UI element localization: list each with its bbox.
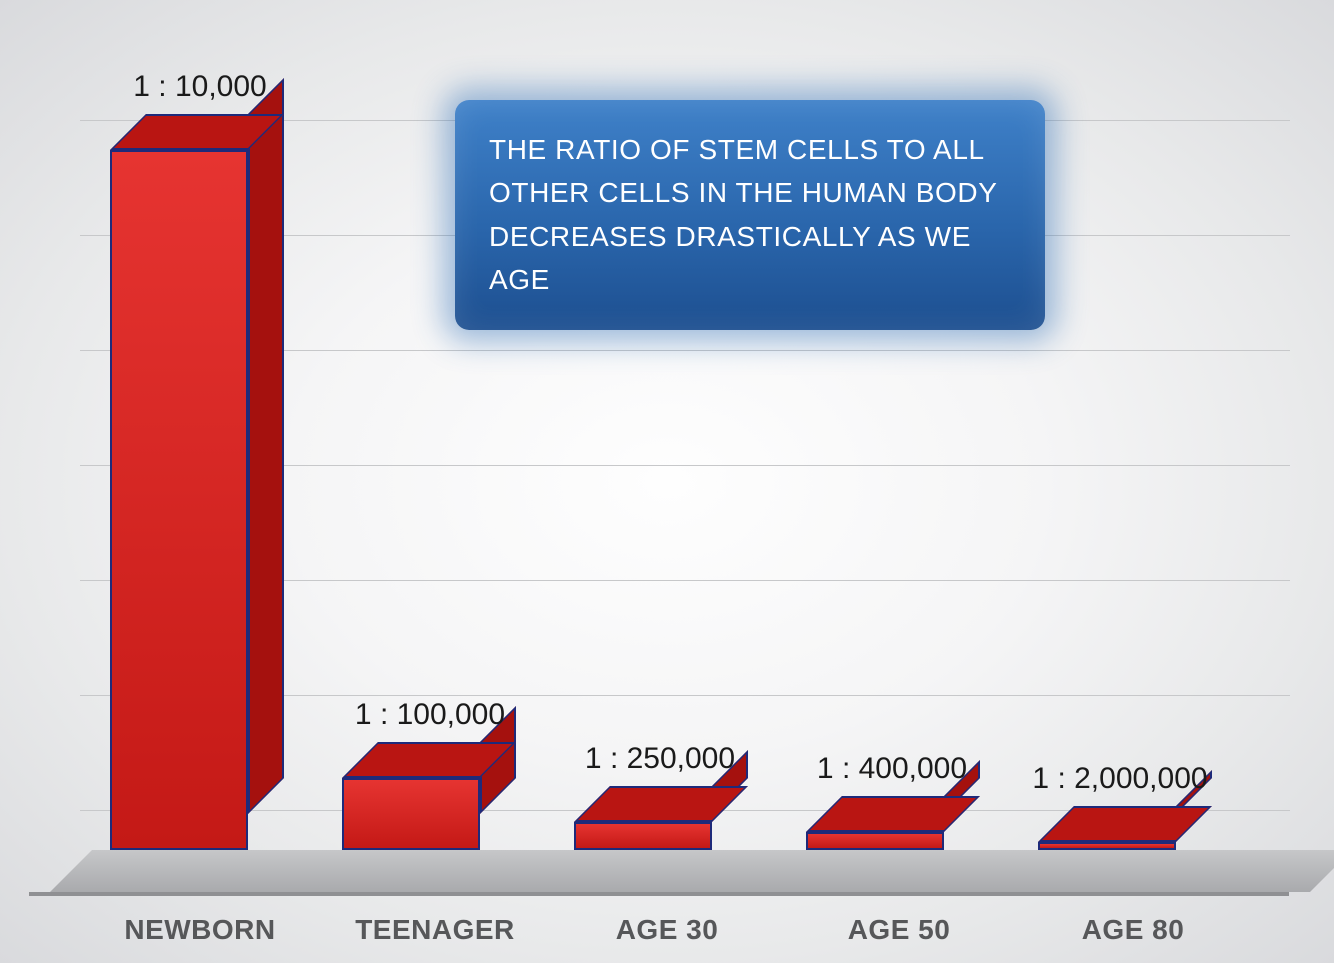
chart-floor-top <box>50 850 1334 892</box>
bar-4 <box>1038 806 1212 850</box>
x-axis-label: AGE 80 <box>1038 914 1228 946</box>
callout-text: THE RATIO OF STEM CELLS TO ALL OTHER CEL… <box>489 134 997 295</box>
x-axis-label: AGE 50 <box>804 914 994 946</box>
bar-top <box>1038 806 1212 842</box>
bar-0 <box>110 114 284 850</box>
bar3d <box>342 742 516 850</box>
bar-3 <box>806 796 980 850</box>
bar-side <box>248 78 284 814</box>
bar-front <box>342 778 480 850</box>
bar-value-label: 1 : 2,000,000 <box>990 762 1250 796</box>
bar3d <box>110 114 284 850</box>
bar-front <box>110 150 248 850</box>
chart-floor <box>50 850 1310 892</box>
bar-value-label: 1 : 400,000 <box>782 752 1002 786</box>
x-axis-label: NEWBORN <box>100 914 300 946</box>
bar3d <box>806 796 980 850</box>
bar-value-label: 1 : 100,000 <box>320 698 540 732</box>
bar-top <box>574 786 748 822</box>
chart-floor-front <box>29 892 1289 896</box>
bar-front <box>1038 842 1176 850</box>
bar3d <box>1038 806 1212 850</box>
x-axis-label: AGE 30 <box>572 914 762 946</box>
bar-value-label: 1 : 10,000 <box>100 70 300 104</box>
bar-value-label: 1 : 250,000 <box>550 742 770 776</box>
callout-box: THE RATIO OF STEM CELLS TO ALL OTHER CEL… <box>455 100 1045 330</box>
bar3d <box>574 786 748 850</box>
x-axis: NEWBORN TEENAGER AGE 30 AGE 50 AGE 80 <box>80 908 1300 958</box>
bar-1 <box>342 742 516 850</box>
bar-top <box>806 796 980 832</box>
bar-front <box>806 832 944 850</box>
bar-front <box>574 822 712 850</box>
bar-2 <box>574 786 748 850</box>
x-axis-label: TEENAGER <box>330 914 540 946</box>
